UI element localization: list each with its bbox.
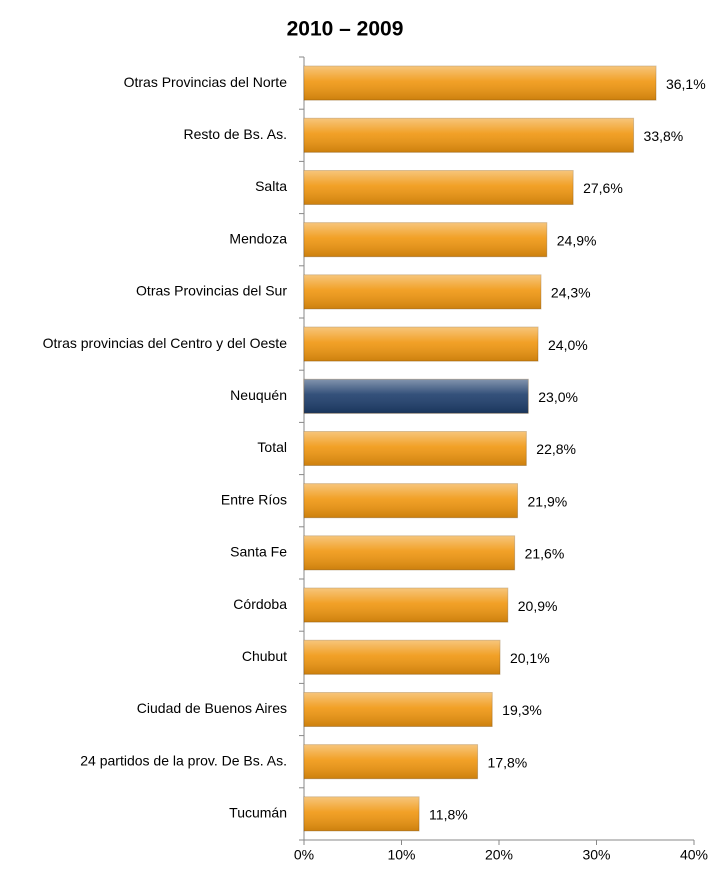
category-label: Córdoba [233,596,287,612]
category-label: Salta [255,178,287,194]
category-label: Chubut [242,648,287,664]
bar-shine [304,640,500,675]
x-tick-label: 30% [582,847,610,863]
x-tick-label: 10% [387,847,415,863]
value-label: 20,1% [510,650,550,666]
value-label: 33,8% [644,128,684,144]
x-tick-label: 0% [294,847,314,863]
bar-shine [304,431,527,466]
category-label: Santa Fe [230,544,287,560]
value-label: 22,8% [536,441,576,457]
category-label: Ciudad de Buenos Aires [137,700,287,716]
category-label: Otras Provincias del Norte [124,74,288,90]
bar-shine [304,170,574,205]
value-label: 24,3% [551,285,591,301]
category-label: Otras Provincias del Sur [136,283,287,299]
bar-shine [304,379,529,414]
value-label: 27,6% [583,180,623,196]
bar-shine [304,796,420,831]
category-label: Tucumán [229,805,287,821]
bar-shine [304,483,518,518]
value-label: 36,1% [666,76,706,92]
value-label: 21,6% [525,546,565,562]
category-label: Resto de Bs. As. [184,126,288,142]
x-tick-label: 40% [680,847,708,863]
bar-shine [304,66,656,101]
x-tick-label: 20% [485,847,513,863]
category-label: Entre Ríos [221,491,287,507]
value-label: 20,9% [518,598,558,614]
category-label: 24 partidos de la prov. De Bs. As. [80,752,287,768]
category-label: Mendoza [229,230,287,246]
bar-shine [304,222,547,257]
value-label: 11,8% [429,807,468,823]
bar-shine [304,692,493,727]
bar-shine [304,744,478,779]
category-label: Neuquén [230,387,287,403]
category-label: Otras provincias del Centro y del Oeste [43,335,288,351]
bar-shine [304,588,508,623]
chart-title: 2010 – 2009 [287,18,404,41]
value-label: 17,8% [488,754,528,770]
value-label: 24,9% [557,232,597,248]
value-label: 23,0% [538,389,578,405]
bar-shine [304,274,541,309]
category-label: Total [257,439,287,455]
value-label: 21,9% [528,493,568,509]
bar-shine [304,118,634,153]
value-label: 24,0% [548,337,588,353]
bar-shine [304,327,538,362]
bar-shine [304,535,515,570]
value-label: 19,3% [502,702,542,718]
